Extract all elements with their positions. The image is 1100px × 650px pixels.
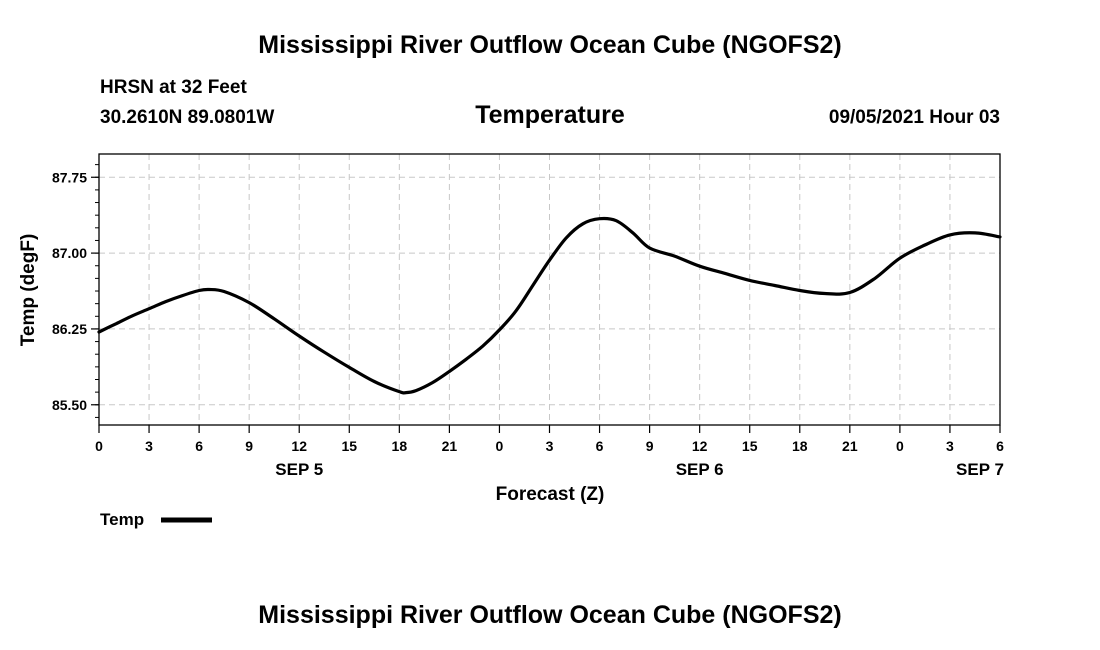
station-label: HRSN at 32 Feet [100, 77, 247, 98]
day-labels: SEP 5 SEP 6 SEP 7 [275, 460, 1004, 479]
x-tick-label: 15 [742, 438, 758, 454]
x-tick-label: 6 [195, 438, 203, 454]
x-tick-label: 3 [145, 438, 153, 454]
y-tick-label: 85.50 [52, 397, 87, 413]
day-label: SEP 6 [676, 460, 724, 479]
x-tick-label: 18 [792, 438, 808, 454]
x-axis-title: Forecast (Z) [496, 484, 605, 505]
x-axis-labels: 0 3 6 9 12 15 18 21 0 3 6 9 12 15 18 21 0 3 6 [95, 438, 1004, 454]
y-tick-label: 87.75 [52, 169, 87, 185]
x-tick-label: 12 [692, 438, 708, 454]
x-tick-label: 15 [341, 438, 357, 454]
x-tick-label: 0 [95, 438, 103, 454]
legend: Temp [100, 510, 212, 529]
plot-frame [98, 153, 1001, 426]
x-tick-label: 21 [842, 438, 858, 454]
x-tick-label: 0 [896, 438, 904, 454]
axis-ticks [91, 164, 1001, 433]
chart-footer-title: Mississippi River Outflow Ocean Cube (NG… [258, 601, 842, 629]
y-axis-title: Temp (degF) [18, 234, 39, 347]
chart-subtitle: Temperature [475, 101, 625, 129]
x-tick-label: 3 [546, 438, 554, 454]
x-tick-label: 21 [442, 438, 458, 454]
day-label: SEP 7 [956, 460, 1004, 479]
x-tick-label: 6 [596, 438, 604, 454]
day-label: SEP 5 [275, 460, 323, 479]
x-tick-label: 3 [946, 438, 954, 454]
x-tick-label: 0 [496, 438, 504, 454]
station-coordinates: 30.2610N 89.0801W [100, 107, 275, 128]
y-axis-labels: 85.50 86.25 87.00 87.75 [52, 169, 87, 413]
x-tick-label: 6 [996, 438, 1004, 454]
forecast-datetime: 09/05/2021 Hour 03 [828, 107, 1000, 128]
x-tick-label: 9 [646, 438, 654, 454]
legend-label: Temp [100, 510, 144, 529]
temp-series-line [97, 216, 1002, 395]
y-tick-label: 86.25 [52, 321, 87, 337]
chart-main-title: Mississippi River Outflow Ocean Cube (NG… [258, 31, 842, 59]
y-tick-label: 87.00 [52, 245, 87, 261]
grid [99, 154, 1000, 425]
x-tick-label: 12 [291, 438, 307, 454]
x-tick-label: 9 [245, 438, 253, 454]
x-tick-label: 18 [392, 438, 408, 454]
